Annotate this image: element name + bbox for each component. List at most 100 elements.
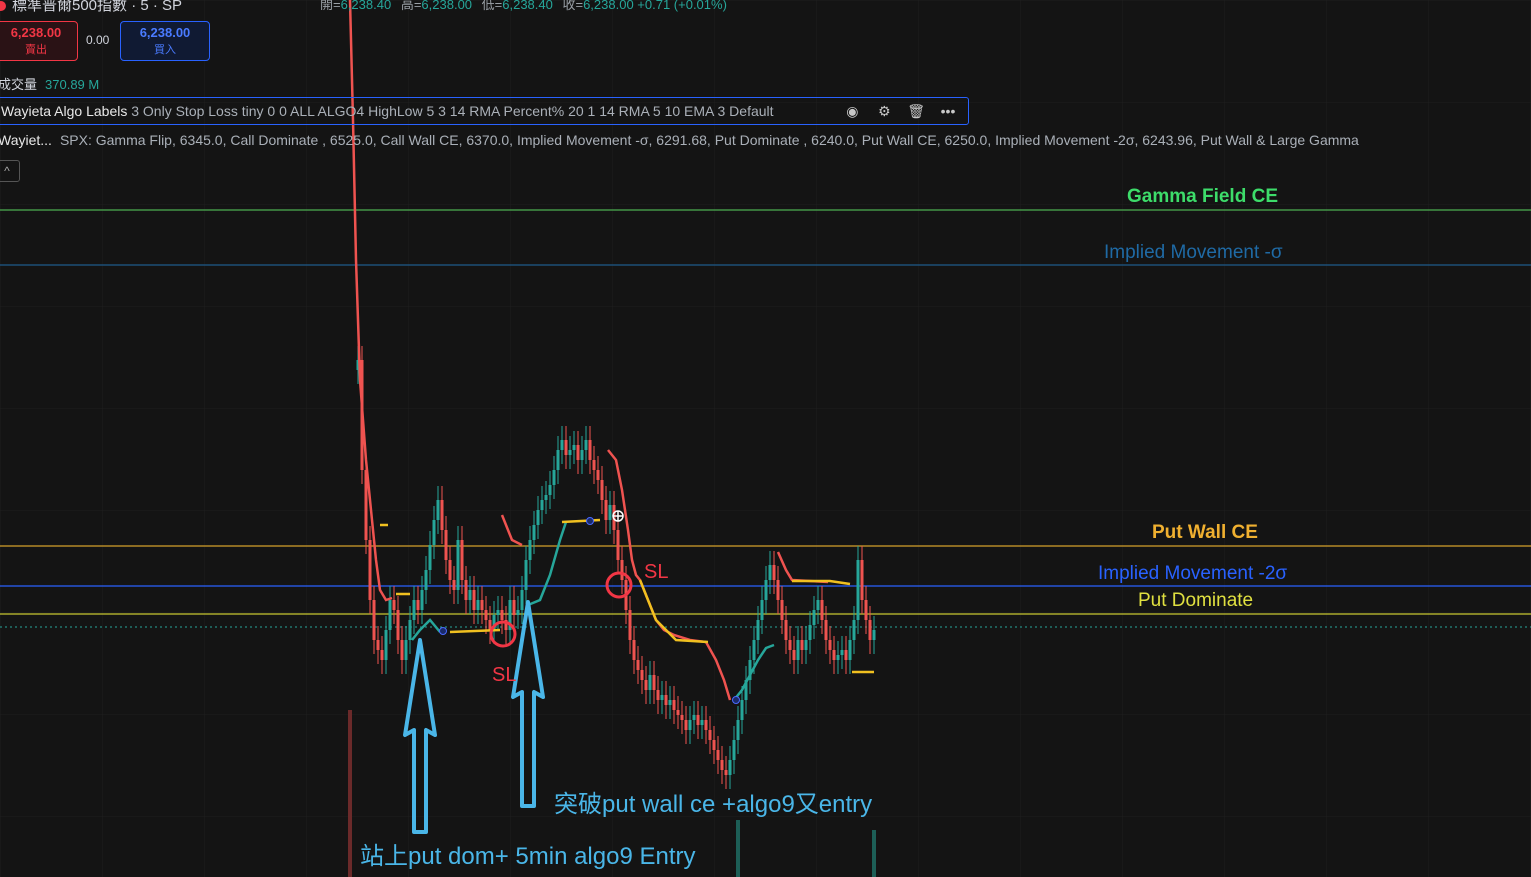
candle-body [712, 740, 716, 750]
sell-price: 6,238.00 [10, 25, 62, 40]
candle-body [452, 580, 456, 590]
candle-body [564, 440, 568, 455]
candle-body [732, 740, 736, 760]
candle-body [680, 715, 684, 720]
candle-body [512, 600, 516, 615]
level-label-gamma-field: Gamma Field CE [1127, 186, 1278, 207]
candle-body [412, 600, 416, 620]
candle-body [720, 760, 724, 770]
more-icon[interactable]: ••• [940, 103, 956, 119]
candle-body [660, 695, 664, 700]
candle-body [756, 620, 760, 640]
candle-body [812, 610, 816, 625]
candle-body [832, 650, 836, 660]
volume-legend[interactable]: 成交量 370.89 M [0, 77, 100, 92]
candle-body [676, 710, 680, 715]
stop-loss-label: SL [492, 664, 517, 686]
candle-body [652, 675, 656, 690]
candle-body [640, 670, 644, 680]
trailing-stop-green [733, 643, 775, 701]
candle-body [708, 730, 712, 740]
candle-body [364, 470, 368, 540]
candle-body [856, 560, 860, 620]
candle-body [468, 590, 472, 600]
candle-body [632, 640, 636, 660]
trailing-stop-green [411, 618, 441, 641]
trailing-stop-yellow [638, 579, 709, 644]
volume-bar [872, 830, 876, 877]
candle-body [592, 460, 596, 470]
candle-body [672, 700, 676, 710]
candle-body [552, 470, 556, 485]
candle-body [492, 615, 496, 630]
candle-body [776, 580, 780, 600]
indicator-args: 3 Only Stop Loss tiny 0 0 ALL ALGO4 High… [131, 103, 774, 119]
trailing-stop-red [348, 0, 393, 602]
candle-body [868, 620, 872, 640]
candle-body [460, 540, 464, 580]
candle-body [796, 640, 800, 660]
status-dot [0, 1, 6, 12]
candle-body [668, 700, 672, 705]
candle-body [388, 600, 392, 630]
candle-body [420, 590, 424, 610]
candle-body [400, 640, 404, 660]
buy-price: 6,238.00 [139, 25, 191, 40]
sell-button[interactable]: 6,238.00 賣出 [0, 21, 78, 61]
level-label-put-dominate: Put Dominate [1138, 590, 1254, 611]
candle-body [540, 500, 544, 510]
candle-body [692, 715, 696, 720]
candle-body [372, 600, 376, 640]
candle-body [516, 610, 520, 615]
annotation-breakout-entry: 突破put wall ce +algo9又entry [554, 791, 873, 818]
spread-value: 0.00 [86, 33, 110, 47]
candle-body [744, 680, 748, 700]
algo-labels-indicator[interactable]: Wayieta Algo Labels 3 Only Stop Loss tin… [0, 97, 969, 125]
candle-body [508, 600, 512, 630]
buy-button[interactable]: 6,238.00 買入 [120, 21, 210, 61]
candle-body [504, 620, 508, 630]
trash-icon[interactable]: 🗑 [907, 103, 925, 119]
candle-body [844, 650, 848, 660]
volume-value: 370.89 M [45, 77, 100, 92]
candle-body [836, 655, 840, 660]
candle-body [416, 600, 420, 610]
candle-body [616, 530, 620, 560]
candle-body [356, 360, 360, 370]
candle-body [748, 660, 752, 680]
candle-body [556, 450, 560, 470]
level-label-put-wall: Put Wall CE [1152, 522, 1258, 543]
candle-body [532, 525, 536, 540]
candle-body [656, 690, 660, 700]
candle-body [436, 500, 440, 520]
candle-body [752, 640, 756, 660]
candle-body [860, 560, 864, 600]
candle-body [788, 640, 792, 650]
candle-body [848, 640, 852, 660]
candle-body [780, 600, 784, 620]
stop-loss-marker [489, 620, 517, 648]
collapse-legend-button[interactable]: ^ [0, 160, 20, 182]
sell-label: 賣出 [25, 44, 47, 56]
candle-body [568, 450, 572, 455]
volume-bar [736, 820, 740, 877]
trailing-stop-yellow [792, 579, 851, 586]
entry-arrow [403, 638, 437, 834]
volume-bar [348, 710, 352, 877]
gamma-levels-indicator[interactable]: Wayiet... SPX: Gamma Flip, 6345.0, Call D… [0, 132, 1359, 148]
candle-body [404, 640, 408, 660]
candle-body [536, 510, 540, 525]
candle-body [500, 610, 504, 620]
eye-icon[interactable]: ◉ [846, 103, 859, 119]
level-label-implied-2sigma: Implied Movement -2σ [1098, 563, 1288, 584]
annotation-first-entry: 站上put dom+ 5min algo9 Entry [360, 843, 696, 870]
candle-body [840, 650, 844, 655]
candle-body [588, 440, 592, 460]
candle-body [548, 485, 552, 495]
candle-body [784, 620, 788, 640]
settings-icon[interactable]: ⚙ [877, 103, 891, 119]
signal-dot [439, 627, 447, 635]
symbol-title[interactable]: 標準普爾500指數 · 5 · SP [0, 0, 182, 15]
